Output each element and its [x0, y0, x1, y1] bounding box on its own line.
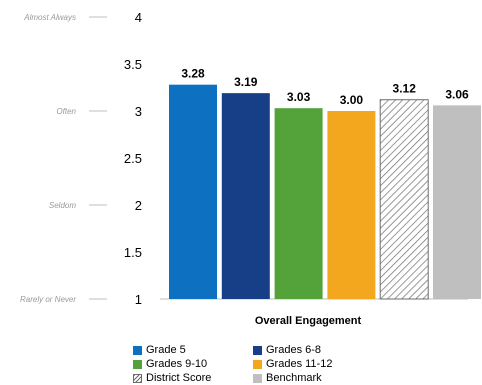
bar-grades-11-12 [327, 111, 376, 299]
bar-value-label: 3.00 [340, 93, 364, 107]
legend: Grade 5 Grades 6-8 Grades 9-10 Grades 11-12… [133, 343, 393, 385]
bar-grades-9-10 [274, 108, 323, 300]
scale-label: Almost Always [23, 13, 76, 22]
legend-item: Benchmark [253, 371, 383, 385]
bar-value-label: 3.19 [234, 75, 258, 89]
bar-value-label: 3.06 [445, 87, 469, 101]
legend-label: Benchmark [266, 372, 322, 384]
bar-value-label: 3.28 [181, 67, 205, 81]
y-tick-label: 2 [135, 198, 142, 213]
legend-swatch [253, 373, 262, 383]
legend-swatch [133, 359, 142, 369]
bar-value-label: 3.03 [287, 90, 311, 104]
legend-item: Grades 11-12 [253, 357, 383, 371]
legend-item: Grades 6-8 [253, 343, 383, 357]
y-tick-label: 2.5 [124, 151, 142, 166]
y-tick-label: 3 [135, 104, 142, 119]
legend-swatch [133, 373, 142, 383]
legend-label: District Score [146, 372, 212, 384]
legend-label: Grade 5 [146, 344, 186, 356]
legend-swatch [133, 345, 142, 355]
legend-swatch [253, 345, 262, 355]
bar-grade-5 [169, 84, 217, 300]
scale-label: Often [56, 107, 76, 116]
y-tick-label: 1.5 [124, 245, 142, 260]
bar-benchmark [433, 105, 481, 299]
y-tick-label: 4 [135, 10, 142, 25]
legend-swatch [253, 359, 262, 369]
bar-district-score [379, 99, 429, 300]
bar-grades-6-8 [221, 93, 270, 299]
scale-label: Seldom [49, 201, 76, 210]
x-axis-label: Overall Engagement [255, 315, 362, 327]
legend-label: Grades 6-8 [266, 344, 322, 356]
legend-label: Grades 9-10 [146, 358, 208, 370]
legend-item: Grades 9-10 [133, 357, 253, 371]
legend-item: District Score [133, 371, 253, 385]
scale-label: Rarely or Never [20, 295, 76, 304]
legend-label: Grades 11-12 [266, 358, 333, 370]
bar-value-label: 3.12 [393, 82, 417, 96]
legend-item: Grade 5 [133, 343, 253, 357]
y-tick-label: 1 [135, 292, 142, 307]
y-tick-label: 3.5 [124, 57, 142, 72]
